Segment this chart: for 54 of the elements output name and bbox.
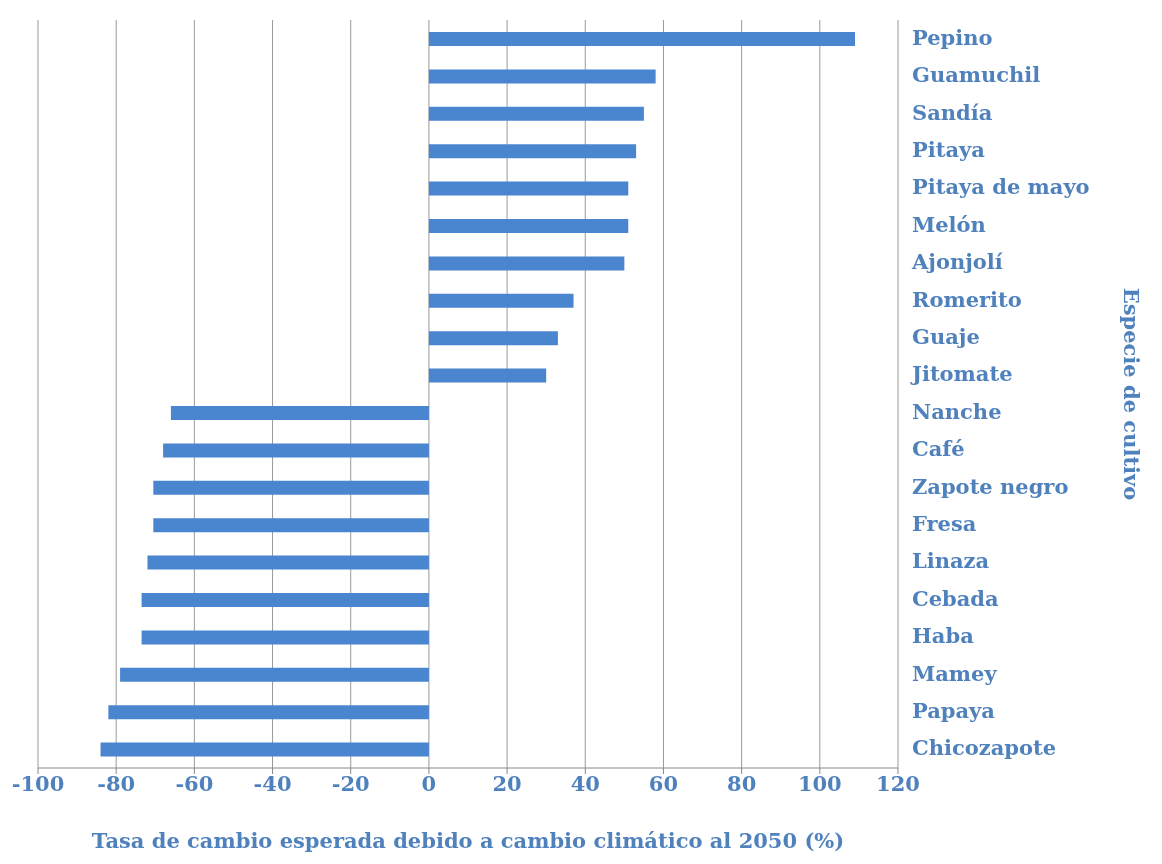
bar: [428, 368, 547, 383]
x-tick-label: -100: [11, 770, 65, 796]
bar: [428, 181, 629, 196]
bar: [141, 593, 429, 607]
bar: [141, 630, 429, 645]
x-tick-label: 40: [570, 770, 600, 796]
y-tick-label: Pitaya de mayo: [912, 174, 1090, 200]
bar: [428, 144, 637, 159]
bar: [153, 518, 429, 533]
y-tick-label: Haba: [912, 623, 975, 649]
y-tick-label: Cebada: [912, 585, 1000, 611]
x-tick-label: -20: [331, 770, 370, 796]
x-tick-label: 100: [797, 770, 842, 796]
y-tick-label: Guamuchil: [912, 62, 1041, 88]
y-tick-label: Chicozapote: [912, 735, 1057, 761]
bar: [170, 406, 429, 420]
bar: [108, 705, 429, 720]
y-axis-title: Especie de cultivo: [1119, 287, 1144, 501]
bar: [428, 219, 629, 233]
x-tick-label: -80: [97, 770, 136, 796]
bar: [100, 742, 429, 757]
y-tick-label: Papaya: [912, 697, 996, 723]
bar: [163, 443, 429, 458]
x-tick-label: 120: [876, 770, 920, 796]
y-tick-label: Romerito: [912, 286, 1022, 312]
bar: [153, 480, 429, 495]
y-tick-label: Nanche: [912, 398, 1002, 424]
x-tick-label: 80: [727, 770, 757, 796]
bar: [147, 555, 429, 570]
bar: [428, 106, 644, 121]
y-tick-label: Pitaya: [912, 136, 986, 162]
bar: [428, 293, 574, 308]
y-tick-label: Linaza: [912, 548, 990, 574]
y-tick-label: Sandía: [912, 99, 993, 125]
x-tick-label: -40: [253, 770, 292, 796]
x-tick-label: 0: [421, 770, 437, 796]
y-tick-label: Pepino: [912, 24, 993, 50]
y-tick-label: Fresa: [912, 510, 977, 536]
bar: [428, 69, 656, 84]
x-axis-title: Tasa de cambio esperada debido a cambio climático al 2050 (%): [91, 828, 845, 853]
y-tick-label: Ajonjolí: [911, 249, 1003, 275]
bar: [428, 331, 558, 346]
x-tick-label: 20: [492, 770, 522, 796]
y-tick-label: Guaje: [912, 323, 980, 349]
bar: [428, 32, 855, 46]
x-tick-label: 60: [648, 770, 679, 796]
y-tick-label: Melón: [912, 211, 986, 237]
y-tick-label: Zapote negro: [912, 473, 1069, 499]
y-tick-label: Jitomate: [910, 361, 1013, 387]
y-tick-label: Café: [912, 436, 965, 462]
bar: [120, 667, 429, 682]
bar: [428, 256, 625, 271]
y-tick-label: Mamey: [912, 660, 998, 686]
x-tick-label: -60: [175, 770, 214, 796]
